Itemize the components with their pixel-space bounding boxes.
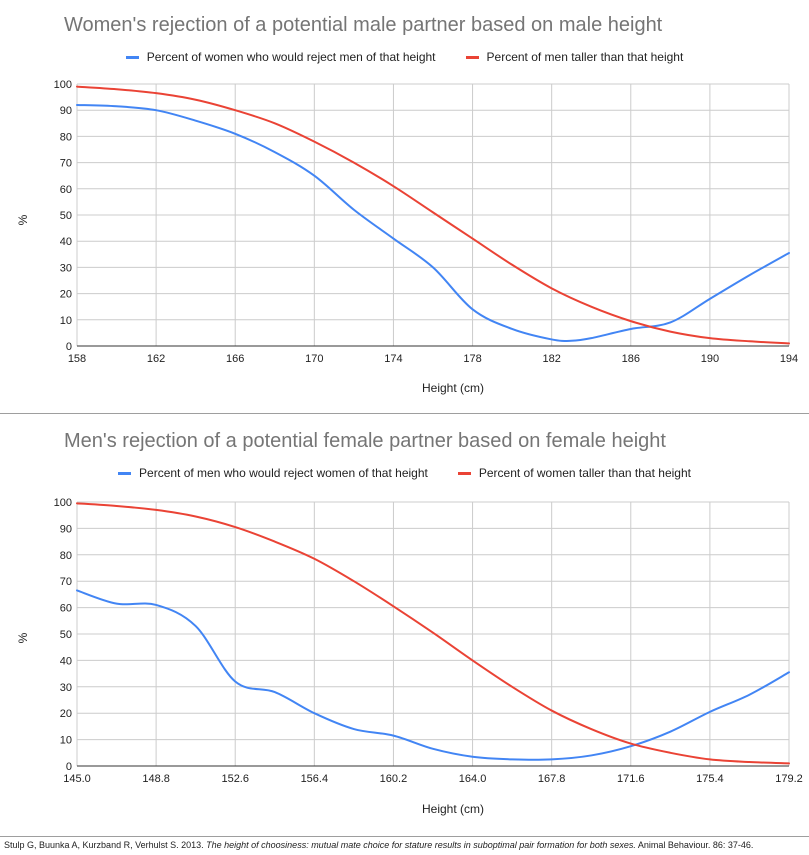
x-tick-label: 160.2: [380, 773, 408, 785]
legend-swatch-blue: [118, 471, 132, 475]
y-tick-label: 20: [60, 289, 72, 301]
y-tick-label: 40: [60, 655, 72, 667]
citation-journal: Animal Behaviour. 86: 37-46.: [635, 840, 754, 850]
y-tick-label: 0: [66, 761, 72, 773]
legend-label: Percent of men taller than that height: [486, 50, 684, 64]
y-tick-label: 40: [60, 236, 72, 248]
x-tick-label: 164.0: [459, 773, 487, 785]
y-axis-title: %: [16, 632, 30, 643]
x-tick-label: 182: [542, 353, 560, 365]
y-tick-label: 70: [60, 576, 72, 588]
x-axis-title: Height (cm): [422, 381, 484, 395]
x-axis-title: Height (cm): [422, 802, 484, 816]
series-line-1: [76, 502, 790, 765]
y-tick-label: 100: [54, 79, 72, 91]
x-tick-label: 190: [701, 353, 719, 365]
legend-item-series-1[interactable]: Percent of women taller than that height: [457, 466, 691, 480]
citation-title: The height of choosiness: mutual mate ch…: [206, 840, 636, 850]
x-tick-label: 174: [384, 353, 402, 365]
y-tick-label: 10: [60, 735, 72, 747]
x-tick-label: 175.4: [696, 773, 724, 785]
chart-title: Women's rejection of a potential male pa…: [64, 14, 663, 36]
y-tick-label: 60: [60, 603, 72, 615]
x-tick-label: 179.2: [775, 773, 803, 785]
citation-authors: Stulp G, Buunka A, Kurzband R, Verhulst …: [4, 840, 207, 850]
legend-item-series-1[interactable]: Percent of men taller than that height: [465, 50, 684, 64]
y-tick-label: 0: [66, 341, 72, 353]
x-tick-label: 145.0: [63, 773, 91, 785]
legend-label: Percent of women who would reject men of…: [146, 50, 436, 64]
chart-panel-female-height: Men's rejection of a potential female pa…: [0, 416, 809, 832]
x-tick-label: 162: [147, 353, 165, 365]
x-tick-label: 178: [463, 353, 481, 365]
x-tick-label: 166: [226, 353, 244, 365]
y-tick-label: 30: [60, 262, 72, 274]
plot-area: 0 10 20 30 40 50 60 70 80 90 100 145.0 148.8 152.6 156…: [16, 497, 803, 816]
y-tick-label: 30: [60, 682, 72, 694]
series-line-1: [76, 85, 790, 345]
citation: Stulp G, Buunka A, Kurzband R, Verhulst …: [4, 840, 753, 850]
legend: Percent of men who would reject women of…: [0, 466, 809, 480]
x-tick-label: 171.6: [617, 773, 645, 785]
plot-area: 0 10 20 30 40 50 60 70 80 90 100 158 162 166 170 174 178…: [16, 79, 798, 395]
legend-label: Percent of women taller than that height: [478, 466, 691, 480]
x-tick-label: 167.8: [538, 773, 566, 785]
legend-item-series-0[interactable]: Percent of women who would reject men of…: [125, 50, 436, 64]
legend-swatch-red: [465, 55, 479, 59]
y-tick-label: 100: [54, 497, 72, 509]
y-tick-label: 80: [60, 131, 72, 143]
legend: Percent of women who would reject men of…: [0, 50, 809, 64]
x-tick-label: 186: [622, 353, 640, 365]
x-tick-label: 158: [68, 353, 86, 365]
divider: [0, 836, 809, 837]
series-line-0: [76, 589, 790, 761]
y-tick-label: 10: [60, 315, 72, 327]
legend-swatch-blue: [125, 55, 139, 59]
legend-item-series-0[interactable]: Percent of men who would reject women of…: [118, 466, 428, 480]
y-tick-label: 90: [60, 105, 72, 117]
y-tick-label: 70: [60, 158, 72, 170]
x-tick-label: 156.4: [301, 773, 329, 785]
x-tick-label: 194: [780, 353, 798, 365]
legend-label: Percent of men who would reject women of…: [139, 466, 428, 480]
y-tick-label: 80: [60, 550, 72, 562]
chart-title: Men's rejection of a potential female pa…: [64, 430, 666, 452]
divider: [0, 413, 809, 414]
y-tick-label: 50: [60, 210, 72, 222]
y-tick-label: 90: [60, 523, 72, 535]
x-tick-label: 152.6: [221, 773, 249, 785]
chart-panel-male-height: Women's rejection of a potential male pa…: [0, 0, 809, 413]
x-tick-label: 148.8: [142, 773, 170, 785]
y-tick-label: 20: [60, 708, 72, 720]
x-tick-label: 170: [305, 353, 323, 365]
y-tick-label: 60: [60, 184, 72, 196]
y-tick-label: 50: [60, 629, 72, 641]
series-line-0: [76, 103, 790, 342]
legend-swatch-red: [457, 471, 471, 475]
y-axis-title: %: [16, 214, 30, 225]
